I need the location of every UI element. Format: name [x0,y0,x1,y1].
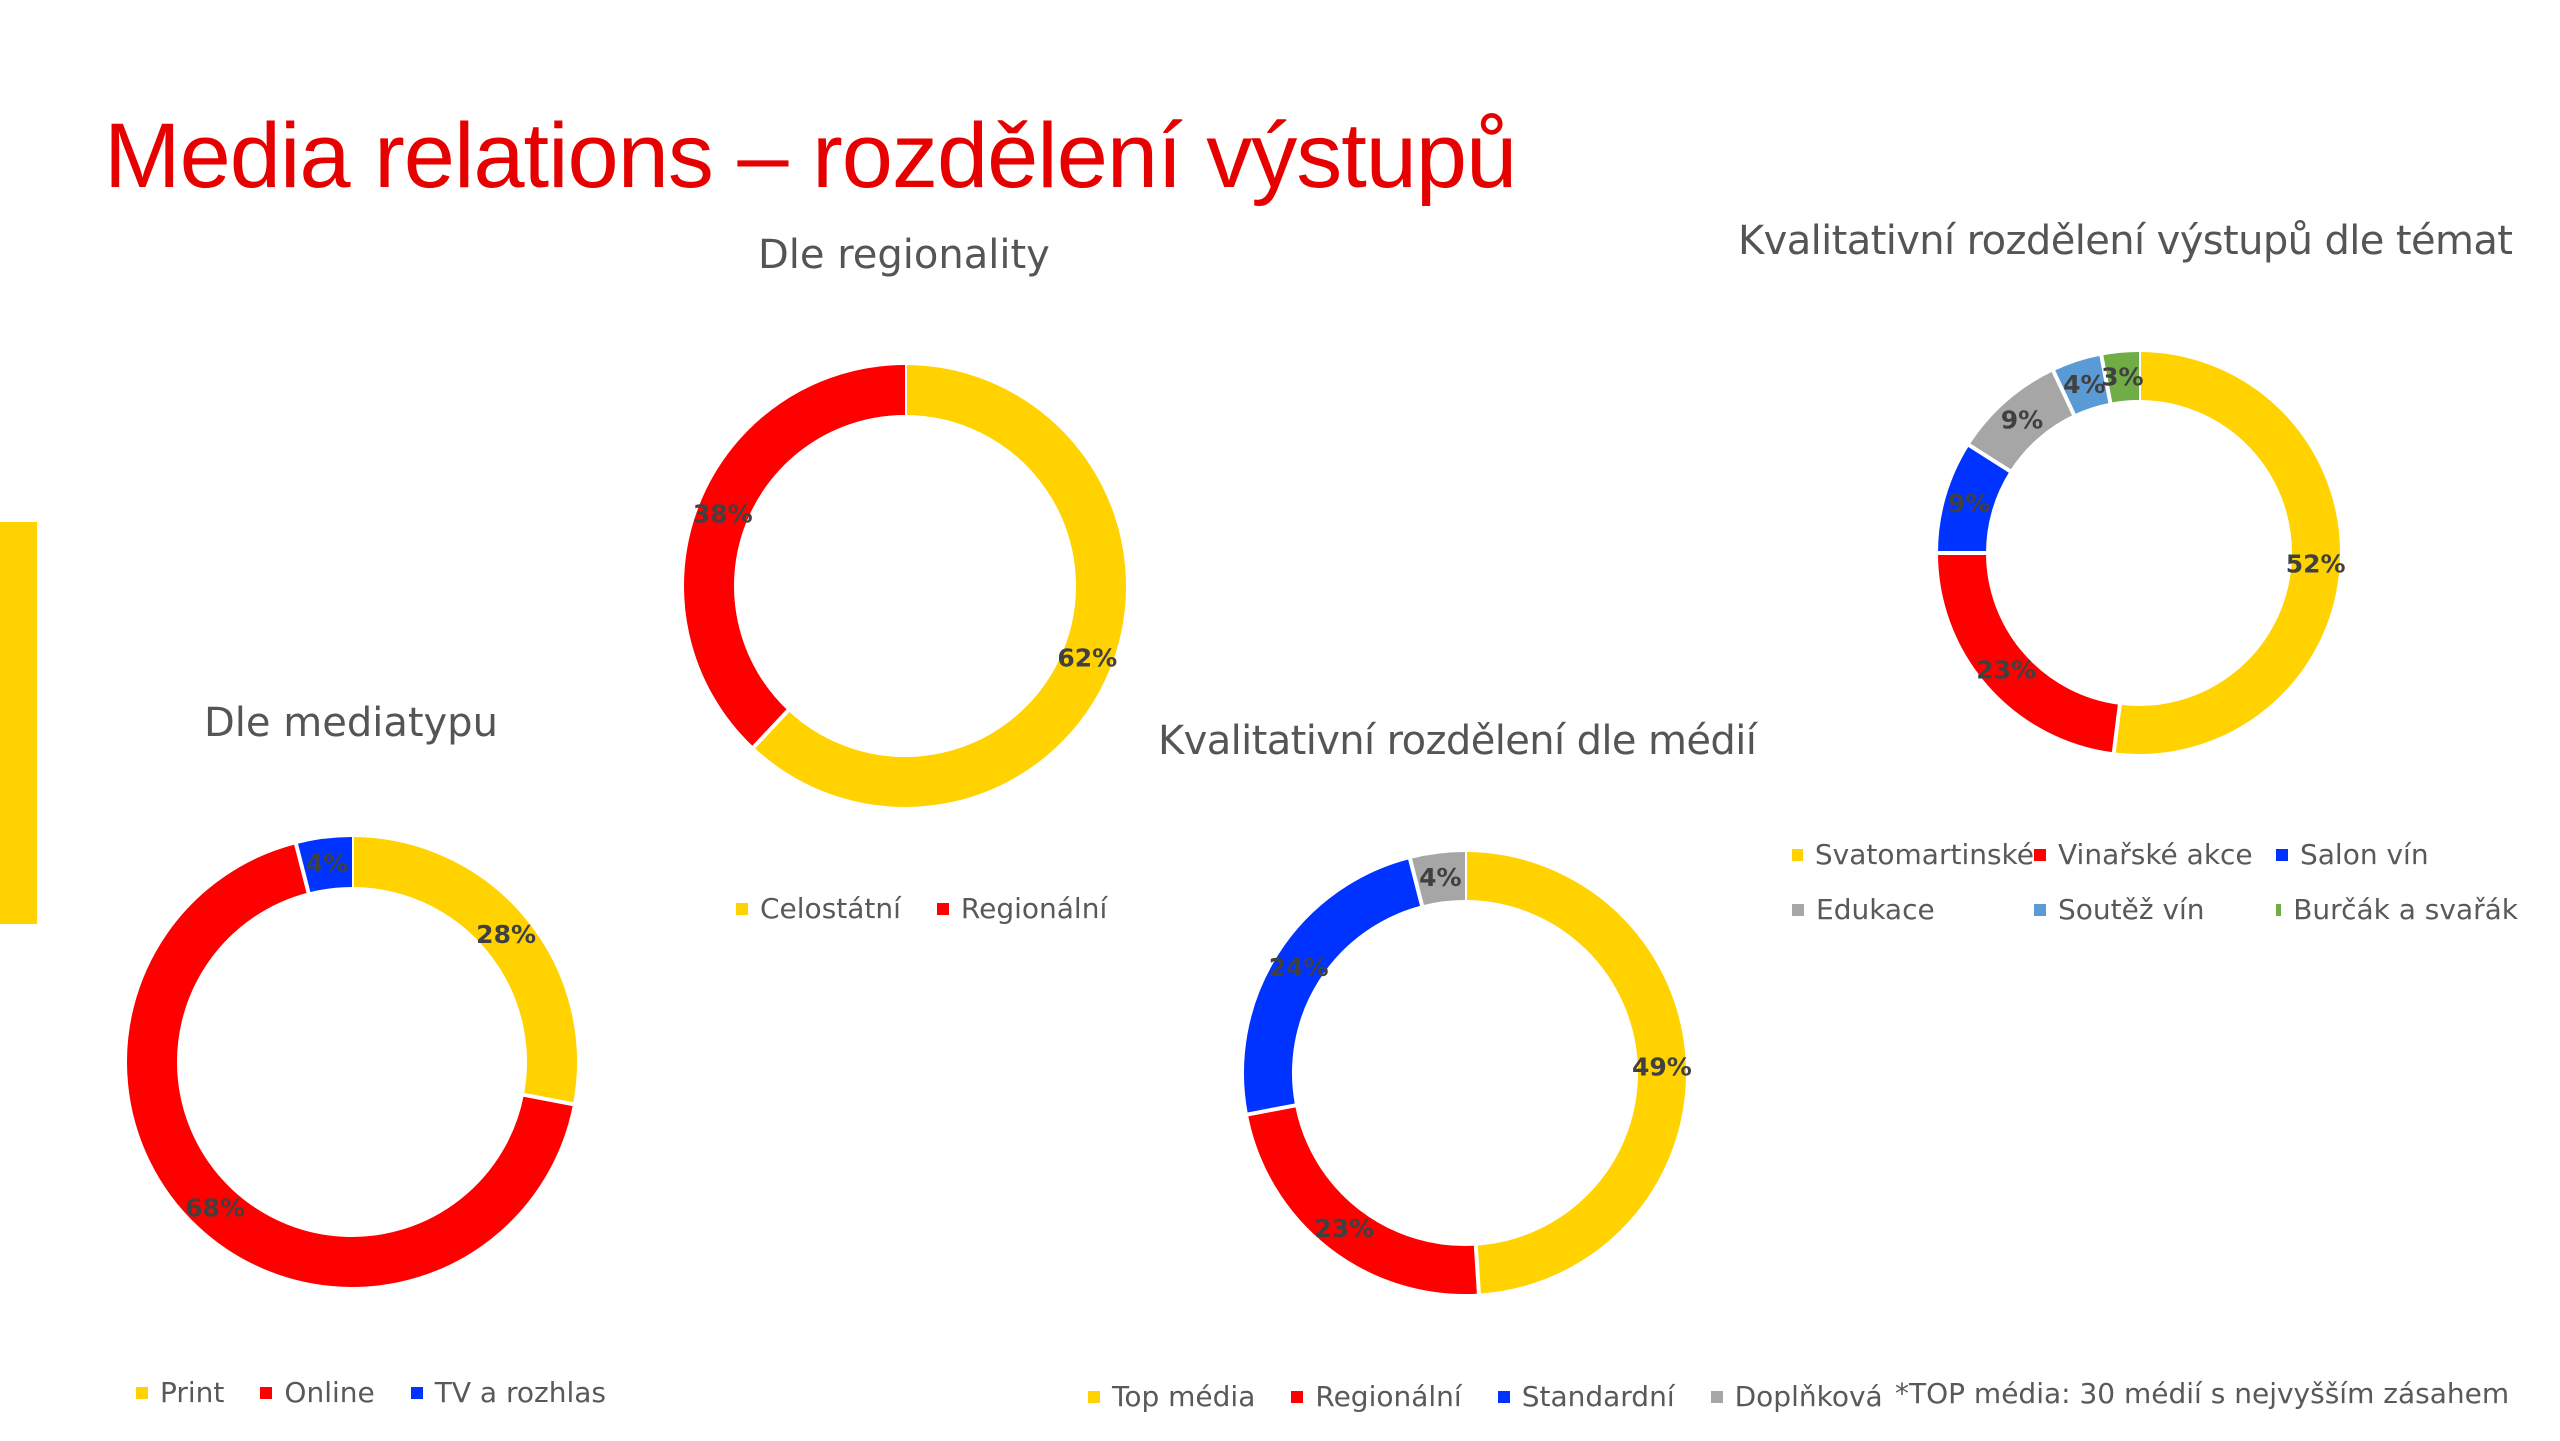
legend-label: Soutěž vín [2058,893,2205,926]
slice-vinarske-akce [1938,552,2121,753]
legend-item-regionalni: Regionální [1291,1380,1462,1413]
data-label-print: 28% [476,920,536,949]
slice-separator [2098,353,2113,406]
legend-swatch [136,1386,148,1399]
data-label-top-media: 49% [1632,1052,1692,1081]
legend-swatch [1792,903,1804,916]
legend-item-svatomartinske: Svatomartinské [1792,838,2034,871]
legend-item-soutez-vin: Soutěž vín [2034,893,2276,926]
legend-label: Regionální [1315,1380,1462,1413]
legend-swatch [936,902,949,915]
legend-regionality: Celostátní Regionální [736,892,1143,925]
legend-label: Celostátní [760,892,901,925]
data-label-regionalni: 23% [1314,1214,1374,1243]
legend-swatch [736,902,748,915]
legend-label: Standardní [1521,1380,1675,1413]
slice-separator [1473,1243,1481,1296]
legend-swatch [2276,848,2288,861]
donut-chart-mediatype: 28% 68% 4% [127,835,577,1287]
data-label-doplnkova: 4% [1419,863,1461,892]
legend-swatch [1497,1390,1510,1403]
legend-item-top-media: Top média [1088,1380,1255,1413]
legend-swatch [260,1386,273,1399]
legend-item-celostatni: Celostátní [736,892,901,925]
data-label-tv-a-rozhlas: 4% [306,849,348,878]
legend-swatch [2276,903,2282,916]
donut-chart-media-quality: 49% 23% 24% 4% [1244,850,1692,1296]
slice-svatomartinske [2113,352,2340,754]
legend-swatch [2034,903,2046,916]
legend-item-print: Print [136,1376,224,1409]
legend-label: Salon vín [2300,838,2429,871]
slice-separator [1966,442,2013,474]
footnote: *TOP média: 30 médií s nejvyšším zásahem [1895,1377,2510,1410]
slice-separator [1407,856,1425,908]
legend-item-vinarske-akce: Vinařské akce [2034,838,2276,871]
data-label-vinarske-akce: 23% [1976,656,2036,685]
page-title: Media relations – rozdělení výstupů [104,105,1517,207]
data-label-regionalni: 38% [693,499,753,528]
legend-label: Top média [1112,1380,1256,1413]
legend-label: Vinařské akce [2058,838,2253,871]
legend-item-edukace: Edukace [1792,893,2034,926]
slice-online [127,844,574,1287]
data-label-standardni: 24% [1269,953,1329,982]
slice-separator [2050,368,2077,418]
legend-swatch [410,1386,423,1399]
legend-item-standardni: Standardní [1497,1380,1675,1413]
slice-print [351,837,577,1105]
chart-title-mediatype: Dle mediatypu [204,700,498,746]
chart-title-topic-quality: Kvalitativní rozdělení výstupů dle témat [1738,218,2513,264]
data-label-edukace: 9% [2001,406,2043,435]
slice-separator [750,707,791,750]
data-label-soutez-vin: 4% [2063,370,2105,399]
slice-separator [1245,1103,1298,1117]
legend-item-tv-a-rozhlas: TV a rozhlas [410,1376,606,1409]
slice-regionalni [684,365,906,748]
legend-label: Burčák a svařák [2293,893,2518,926]
slice-edukace [1969,371,2075,472]
data-label-burcak-a-svarak: 3% [2101,362,2143,391]
donut-chart-regionality: 62% 38% [684,363,1126,807]
donut-chart-topic-quality: 52% 23% 9% 9% 4%3% [1936,350,2346,755]
chart-title-media-quality: Kvalitativní rozdělení dle médií [1158,718,1757,764]
slice-celostatni [753,365,1126,807]
slice-salon-vin [1938,445,2011,554]
data-label-salon-vin: 9% [1948,489,1990,518]
slice-top-media [1464,852,1686,1294]
legend-item-salon-vin: Salon vín [2276,838,2518,871]
legend-label: Online [284,1376,375,1409]
legend-media-quality: Top média Regionální Standardní Doplňková [1088,1380,1919,1413]
slice-standardni [1244,858,1423,1115]
legend-mediatype: Print Online TV a rozhlas [136,1376,642,1409]
legend-item-regionalni: Regionální [936,892,1108,925]
chart-title-regionality: Dle regionality [758,232,1050,278]
legend-label: Print [160,1376,225,1409]
legend-item-burcak-a-svarak: Burčák a svařák [2276,893,2518,926]
data-label-online: 68% [185,1193,245,1222]
slice-separator [521,1092,576,1107]
legend-label: TV a rozhlas [434,1376,606,1409]
legend-label: Edukace [1816,893,1935,926]
accent-bar [0,522,37,924]
legend-swatch [1792,848,1803,861]
slice-regionalni [1247,1105,1479,1294]
legend-item-online: Online [260,1376,375,1409]
data-label-svatomartinske: 52% [2286,550,2346,579]
legend-label: Doplňková [1734,1380,1883,1413]
legend-swatch [1710,1390,1723,1403]
legend-swatch [2034,848,2046,861]
data-label-celostatni: 62% [1057,644,1117,673]
legend-label: Svatomartinské [1814,838,2034,871]
slice-separator [2111,702,2123,755]
legend-item-doplnkova: Doplňková [1710,1380,1883,1413]
legend-label: Regionální [960,892,1108,925]
legend-swatch [1291,1390,1304,1403]
legend-topic-quality: Svatomartinské Vinařské akce Salon vín Eduk… [1792,838,2552,926]
slice-separator [293,841,311,895]
legend-swatch [1088,1390,1100,1403]
